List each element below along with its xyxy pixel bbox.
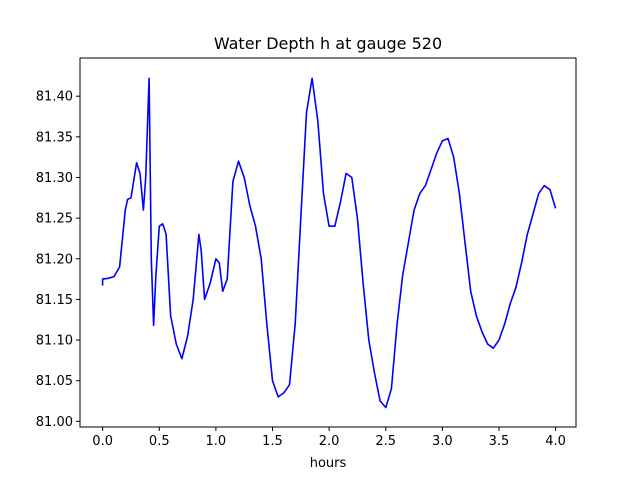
- x-tick-label: 0.0: [92, 434, 113, 449]
- y-tick-label: 81.40: [36, 90, 73, 105]
- x-tick-label: 0.5: [149, 434, 170, 449]
- y-tick-label: 81.25: [36, 212, 73, 227]
- x-axis-label: hours: [310, 456, 347, 471]
- x-tick-label: 4.0: [545, 434, 566, 449]
- y-tick-label: 81.20: [36, 252, 73, 267]
- x-tick-label: 3.0: [432, 434, 453, 449]
- x-tick-label: 2.5: [375, 434, 396, 449]
- y-tick-label: 81.05: [36, 374, 73, 389]
- y-tick-label: 81.10: [36, 334, 73, 349]
- chart-title: Water Depth h at gauge 520: [214, 34, 442, 53]
- x-tick-label: 3.5: [489, 434, 510, 449]
- y-tick-label: 81.15: [36, 293, 73, 308]
- y-tick-label: 81.35: [36, 130, 73, 145]
- y-tick-label: 81.00: [36, 415, 73, 430]
- x-tick-label: 2.0: [319, 434, 340, 449]
- y-tick-label: 81.30: [36, 171, 73, 186]
- y-axis-ticks: 81.00 81.05 81.10 81.15 81.20 81.25 81.30 81.35…: [36, 90, 80, 430]
- x-axis-ticks: 0.0 0.5 1.0 1.5 2.0 2.5 3.0 3.5 4.0: [92, 427, 566, 449]
- series-line: [101, 77, 557, 409]
- x-tick-label: 1.0: [206, 434, 227, 449]
- x-tick-label: 1.5: [262, 434, 283, 449]
- plot-area: [80, 58, 576, 427]
- plot-frame: [79, 57, 577, 428]
